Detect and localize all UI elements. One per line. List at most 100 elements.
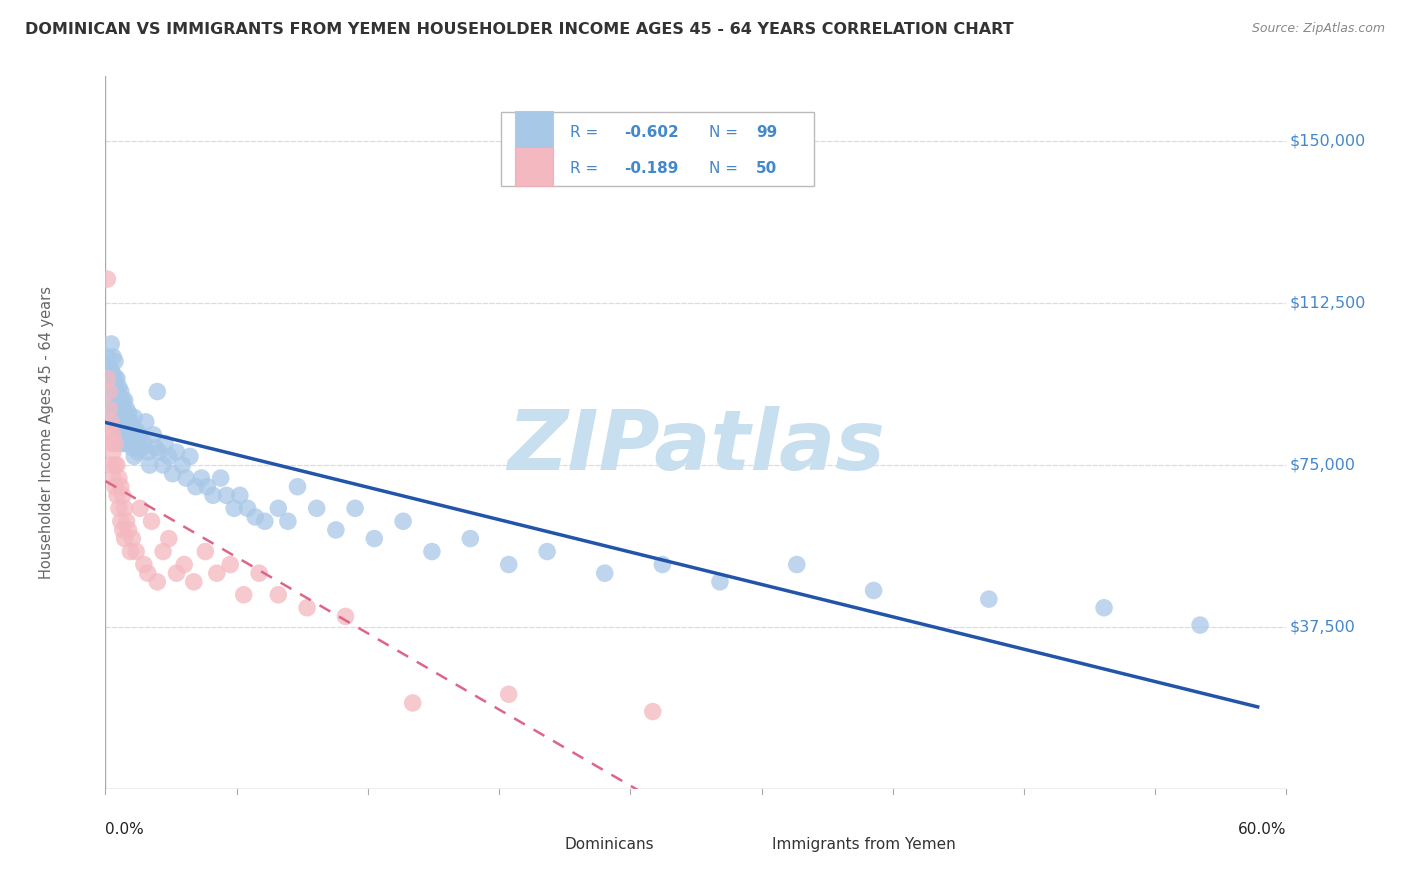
- FancyBboxPatch shape: [501, 112, 814, 186]
- Point: [153, 436, 176, 450]
- Point: [498, 558, 520, 572]
- Point: [460, 532, 482, 546]
- Text: Dominicans: Dominicans: [565, 837, 655, 852]
- Point: [148, 445, 170, 459]
- Text: $37,500: $37,500: [1291, 620, 1355, 635]
- Point: [98, 401, 121, 416]
- Point: [98, 371, 121, 385]
- Point: [131, 441, 153, 455]
- Point: [138, 458, 160, 472]
- Point: [96, 371, 118, 385]
- Point: [862, 583, 884, 598]
- Point: [142, 427, 165, 442]
- Text: R =: R =: [569, 125, 603, 140]
- Point: [117, 523, 139, 537]
- Point: [136, 566, 159, 581]
- Point: [120, 436, 142, 450]
- Point: [1189, 618, 1212, 632]
- Point: [98, 359, 121, 373]
- Point: [105, 371, 128, 385]
- Text: -0.189: -0.189: [624, 161, 678, 176]
- Point: [105, 458, 128, 472]
- Point: [98, 393, 121, 408]
- Point: [267, 588, 290, 602]
- Point: [110, 514, 132, 528]
- Point: [104, 480, 127, 494]
- Point: [219, 558, 242, 572]
- Point: [127, 445, 149, 459]
- Point: [335, 609, 357, 624]
- FancyBboxPatch shape: [515, 111, 553, 150]
- Text: 99: 99: [756, 125, 778, 140]
- Point: [117, 424, 139, 438]
- Point: [104, 354, 127, 368]
- Point: [111, 523, 134, 537]
- Point: [236, 501, 259, 516]
- Point: [104, 384, 127, 399]
- Point: [104, 415, 127, 429]
- Point: [651, 558, 673, 572]
- Point: [129, 501, 152, 516]
- FancyBboxPatch shape: [515, 147, 553, 186]
- Point: [184, 480, 207, 494]
- Point: [104, 458, 127, 472]
- Point: [593, 566, 616, 581]
- Text: Immigrants from Yemen: Immigrants from Yemen: [772, 837, 955, 852]
- Point: [108, 471, 131, 485]
- Point: [100, 436, 122, 450]
- Point: [105, 401, 128, 416]
- Point: [101, 350, 124, 364]
- Point: [111, 393, 134, 408]
- FancyBboxPatch shape: [737, 833, 763, 855]
- Point: [104, 371, 127, 385]
- Point: [110, 415, 132, 429]
- Point: [157, 450, 180, 464]
- Point: [108, 424, 131, 438]
- Point: [125, 544, 148, 558]
- Point: [115, 424, 138, 438]
- Point: [114, 436, 136, 450]
- Point: [120, 415, 142, 429]
- Point: [135, 415, 157, 429]
- Text: R =: R =: [569, 161, 603, 176]
- Point: [100, 363, 122, 377]
- Point: [132, 558, 155, 572]
- Point: [190, 471, 212, 485]
- Point: [194, 544, 217, 558]
- Point: [110, 401, 132, 416]
- Point: [122, 427, 145, 442]
- Point: [157, 532, 180, 546]
- Point: [183, 574, 205, 589]
- Point: [120, 544, 142, 558]
- Point: [105, 488, 128, 502]
- Text: 0.0%: 0.0%: [105, 822, 145, 837]
- Point: [114, 393, 136, 408]
- Text: Householder Income Ages 45 - 64 years: Householder Income Ages 45 - 64 years: [39, 286, 53, 579]
- Point: [209, 471, 232, 485]
- Point: [325, 523, 347, 537]
- Point: [344, 501, 367, 516]
- Text: 50: 50: [756, 161, 778, 176]
- Point: [1092, 600, 1115, 615]
- Point: [253, 514, 276, 528]
- Point: [173, 558, 195, 572]
- Point: [100, 458, 122, 472]
- Text: $150,000: $150,000: [1291, 133, 1367, 148]
- Point: [111, 488, 134, 502]
- Text: ZIPatlas: ZIPatlas: [508, 407, 884, 487]
- Point: [104, 436, 127, 450]
- Point: [101, 368, 124, 382]
- Point: [145, 441, 167, 455]
- Point: [232, 588, 254, 602]
- Point: [141, 514, 163, 528]
- Point: [709, 574, 731, 589]
- Point: [392, 514, 415, 528]
- FancyBboxPatch shape: [530, 833, 557, 855]
- Point: [108, 501, 131, 516]
- Text: $75,000: $75,000: [1291, 458, 1355, 473]
- Text: Source: ZipAtlas.com: Source: ZipAtlas.com: [1251, 22, 1385, 36]
- Point: [115, 401, 138, 416]
- Point: [136, 445, 159, 459]
- Point: [100, 415, 122, 429]
- Point: [110, 480, 132, 494]
